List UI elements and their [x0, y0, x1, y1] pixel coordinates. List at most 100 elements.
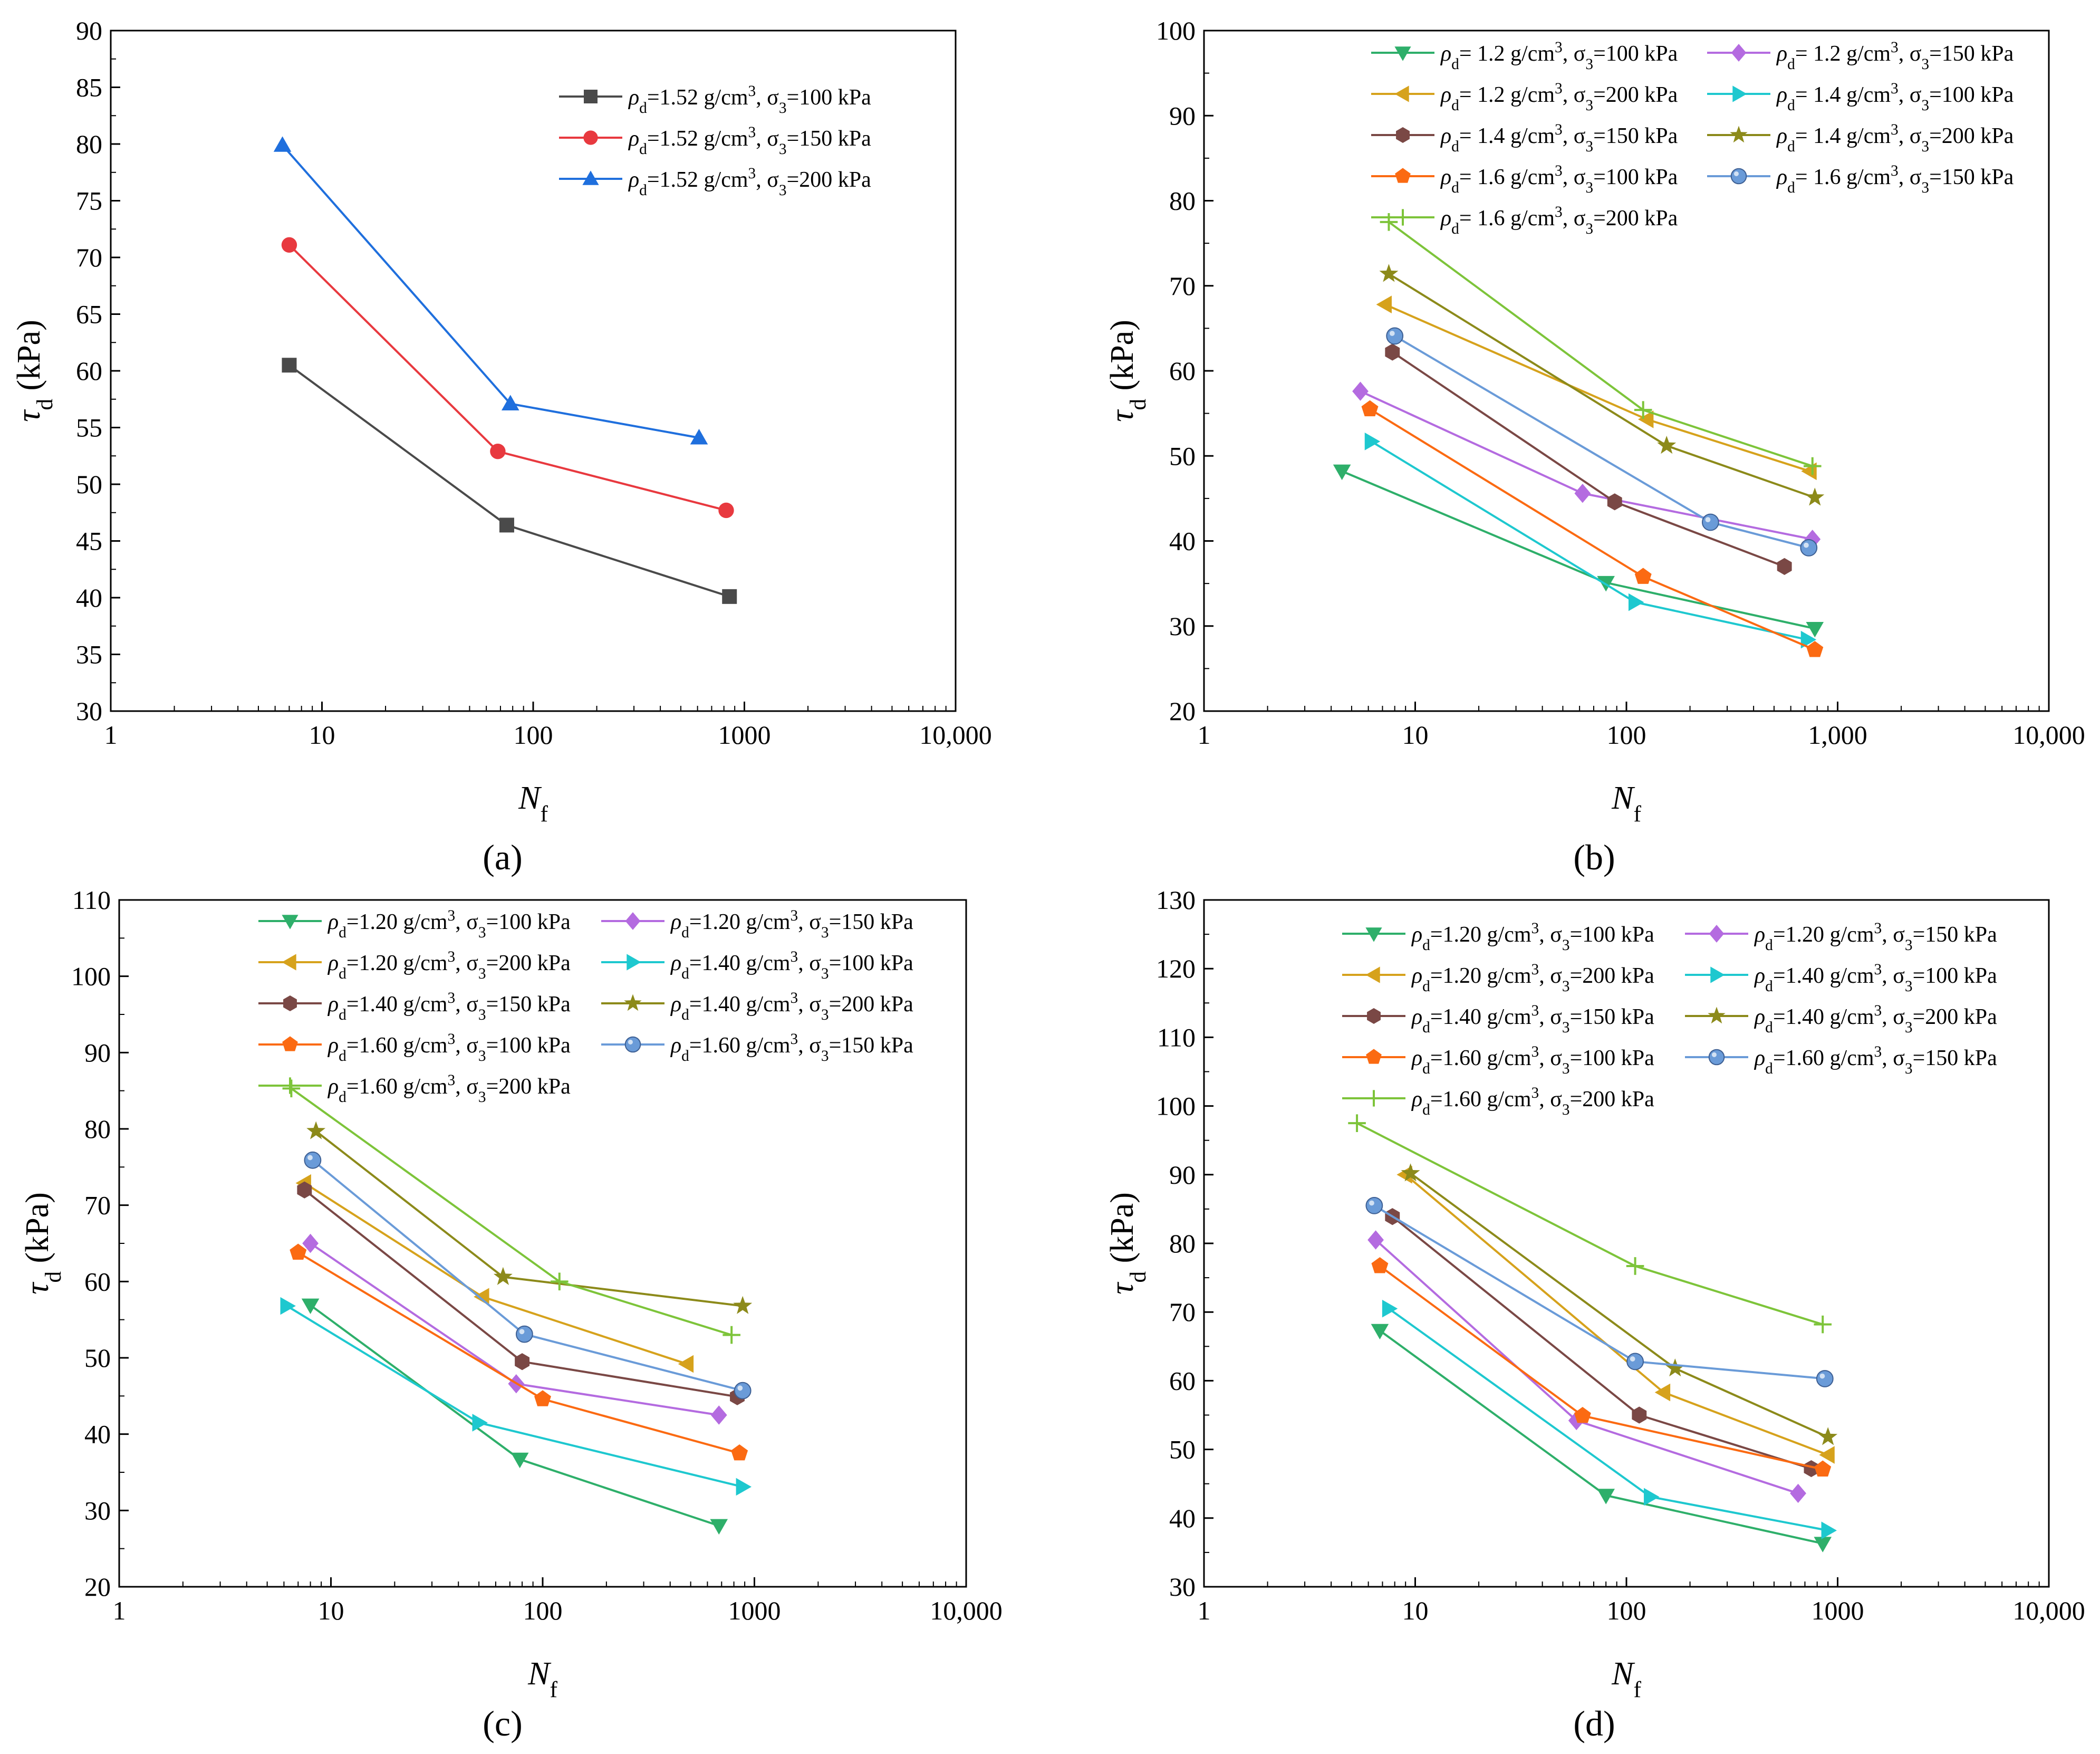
series-c-3	[280, 1297, 752, 1496]
marker-sphere-highlight	[1369, 1200, 1374, 1206]
x-axis-label: Nf	[1611, 1656, 1641, 1702]
legend-label: ρd= 1.6 g/cm3, σ3=200 kPa	[1440, 204, 1678, 237]
y-tick-label: 80	[1169, 1229, 1196, 1258]
marker-pentagon	[1634, 568, 1652, 584]
legend-item: ρd=1.60 g/cm3, σ3=150 kPa	[601, 1031, 913, 1065]
marker-plus	[1634, 401, 1652, 419]
marker-triangle-right	[1732, 85, 1747, 102]
legend-item: ρd=1.20 g/cm3, σ3=200 kPa	[258, 948, 571, 982]
legend-a: ρd=1.52 g/cm3, σ3=100 kPa ρd=1.52 g/cm3, …	[559, 83, 871, 199]
series-d-3	[1382, 1299, 1837, 1540]
marker-sphere	[734, 1382, 752, 1400]
y-tick-label: 100	[1156, 16, 1196, 45]
marker-triangle-down	[1371, 1324, 1389, 1340]
y-tick-label: 90	[1169, 1160, 1196, 1190]
legend-label: ρd= 1.2 g/cm3, σ3=100 kPa	[1440, 39, 1678, 73]
legend-label: ρd=1.60 g/cm3, σ3=150 kPa	[670, 1031, 913, 1065]
y-tick-label: 50	[1169, 1435, 1196, 1464]
legend-item: ρd= 1.2 g/cm3, σ3=200 kPa	[1371, 80, 1678, 114]
legend-label: ρd=1.40 g/cm3, σ3=200 kPa	[1754, 1002, 1997, 1036]
legend-label: ρd=1.60 g/cm3, σ3=100 kPa	[1411, 1043, 1654, 1077]
series-b-1	[1352, 381, 1821, 549]
marker-plus	[1365, 1090, 1382, 1107]
marker-triangle-down	[1597, 1489, 1615, 1504]
y-tick-label: 70	[76, 243, 102, 272]
marker-sphere-highlight	[628, 1039, 633, 1044]
series-line	[286, 1305, 743, 1488]
marker-triangle-left	[1654, 1383, 1671, 1402]
marker-triangle-right	[1821, 1521, 1837, 1540]
y-tick-label: 45	[76, 526, 102, 556]
y-tick-label: 55	[76, 413, 102, 443]
series-line	[1356, 1122, 1823, 1326]
marker-triangle-left	[282, 954, 296, 971]
marker-pentagon	[1395, 168, 1411, 183]
series-line	[1388, 273, 1815, 499]
marker-triangle-left	[1638, 410, 1654, 428]
legend-item: ρd= 1.4 g/cm3, σ3=200 kPa	[1707, 121, 2014, 155]
marker-square	[282, 358, 297, 373]
legend-label: ρd=1.20 g/cm3, σ3=100 kPa	[327, 907, 571, 941]
series-c-7	[304, 1151, 752, 1400]
marker-pentagon	[731, 1444, 748, 1461]
legend-label: ρd=1.60 g/cm3, σ3=150 kPa	[1754, 1043, 1997, 1077]
marker-star	[1665, 1358, 1685, 1377]
marker-plus	[282, 1079, 301, 1098]
legend-item: ρd= 1.6 g/cm3, σ3=200 kPa	[1371, 204, 1678, 237]
marker-triangle-right	[1628, 593, 1644, 611]
marker-star	[1379, 264, 1399, 282]
x-tick-label: 10	[1402, 1596, 1429, 1625]
plot-frame	[1203, 899, 2050, 1588]
marker-diamond	[1367, 1230, 1384, 1250]
legend-item: ρd= 1.2 g/cm3, σ3=100 kPa	[1371, 39, 1678, 73]
marker-diamond	[1709, 925, 1725, 943]
marker-hexagon	[1777, 558, 1792, 575]
marker-star	[1730, 126, 1748, 143]
marker-star	[306, 1121, 326, 1139]
legend-item: ρd=1.20 g/cm3, σ3=150 kPa	[1685, 920, 1997, 954]
marker-sphere-highlight	[1705, 517, 1711, 523]
legend-item: ρd=1.60 g/cm3, σ3=200 kPa	[1342, 1085, 1654, 1118]
marker-pentagon	[282, 1036, 298, 1051]
marker-triangle-left	[1365, 966, 1380, 983]
marker-hexagon	[1804, 1460, 1819, 1478]
panel-label: (d)	[1573, 1703, 1615, 1743]
panel-label: (b)	[1573, 837, 1615, 877]
y-tick-label: 80	[76, 129, 102, 159]
legend-label: ρd=1.20 g/cm3, σ3=200 kPa	[327, 948, 571, 982]
series-line	[310, 1304, 719, 1527]
x-tick-label: 10,000	[2012, 720, 2085, 750]
panel-label: (a)	[483, 837, 522, 877]
x-tick-label: 10	[309, 720, 335, 750]
x-tick-label: 10,000	[919, 720, 992, 750]
y-tick-label: 75	[76, 186, 102, 216]
marker-sphere	[1730, 168, 1747, 185]
marker-triangle-left	[678, 1355, 694, 1373]
marker-hexagon	[1367, 1008, 1381, 1024]
series-line	[291, 1087, 732, 1336]
x-tick-label: 1000	[718, 720, 771, 750]
marker-hexagon	[1607, 493, 1622, 511]
marker-triangle-left	[1819, 1446, 1835, 1464]
x-tick-label: 100	[523, 1596, 563, 1625]
marker-sphere	[1701, 513, 1719, 531]
marker-pentagon	[290, 1243, 307, 1260]
series-line	[1360, 390, 1813, 541]
series-d-6	[1371, 1257, 1832, 1477]
marker-square	[499, 517, 514, 533]
marker-triangle-right	[280, 1297, 296, 1315]
marker-plus	[1394, 209, 1411, 226]
chart-panel-a: 30 35 40 45 50 55 60 65 70 75 80 85 90 1 10 100 1000 10,0…	[11, 16, 992, 877]
x-axis-label: Nf	[1611, 780, 1641, 827]
y-tick-label: 50	[1169, 441, 1196, 471]
marker-sphere	[1386, 327, 1404, 345]
legend-item: ρd= 1.4 g/cm3, σ3=100 kPa	[1707, 80, 2014, 114]
series-d-7	[1365, 1196, 1834, 1387]
series-a-0	[282, 358, 737, 604]
series-d-5	[1401, 1163, 1838, 1445]
marker-sphere-highlight	[1819, 1373, 1825, 1379]
marker-pentagon	[1574, 1407, 1591, 1423]
marker-triangle-down	[282, 915, 298, 929]
